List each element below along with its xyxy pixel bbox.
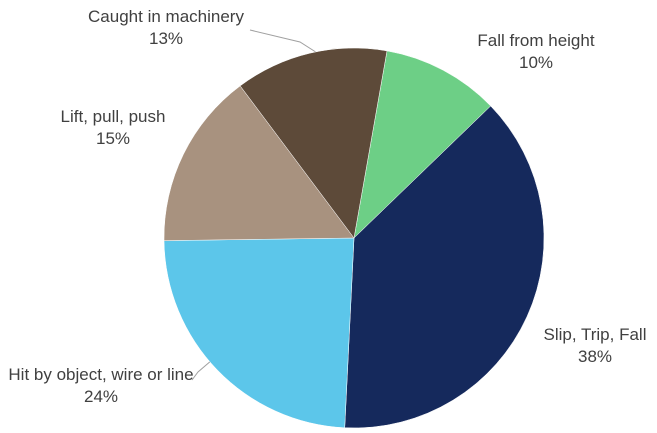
data-label: Fall from height 10% bbox=[436, 30, 636, 74]
label-value: 10% bbox=[518, 53, 554, 72]
label-value: 15% bbox=[95, 129, 131, 148]
pie-slice bbox=[239, 47, 388, 239]
label-name: Hit by object, wire or line bbox=[8, 365, 194, 384]
data-label: Slip, Trip, Fall 38% bbox=[500, 324, 657, 368]
data-label: Lift, pull, push 15% bbox=[20, 106, 206, 150]
label-value: 13% bbox=[148, 29, 184, 48]
pie-slice bbox=[163, 85, 355, 241]
label-value: 38% bbox=[577, 347, 613, 366]
label-name: Slip, Trip, Fall bbox=[543, 325, 647, 344]
label-value: 24% bbox=[83, 387, 119, 406]
pie-slice bbox=[353, 50, 492, 239]
label-name: Caught in machinery bbox=[88, 7, 244, 26]
label-name: Fall from height bbox=[477, 31, 595, 50]
label-name: Lift, pull, push bbox=[60, 107, 166, 126]
data-label: Caught in machinery 13% bbox=[66, 6, 266, 50]
leader-line bbox=[249, 29, 323, 57]
pie-slice bbox=[344, 105, 545, 429]
leader-line bbox=[191, 359, 213, 381]
data-label: Hit by object, wire or line 24% bbox=[6, 364, 196, 408]
pie-slice bbox=[163, 237, 355, 429]
